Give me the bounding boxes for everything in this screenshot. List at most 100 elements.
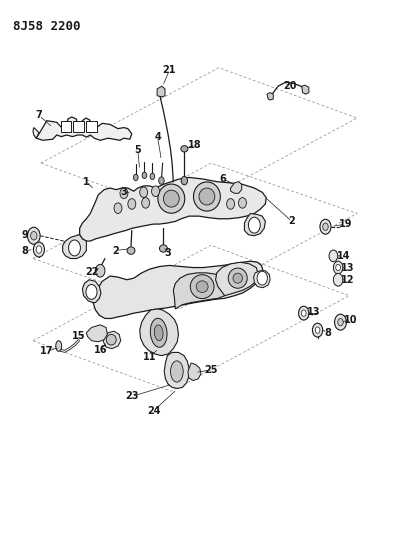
Circle shape bbox=[336, 264, 341, 271]
Text: 15: 15 bbox=[72, 332, 85, 342]
Ellipse shape bbox=[127, 247, 135, 254]
Circle shape bbox=[335, 314, 346, 330]
Text: 21: 21 bbox=[163, 66, 176, 75]
Polygon shape bbox=[103, 331, 121, 349]
Circle shape bbox=[114, 203, 122, 214]
Polygon shape bbox=[60, 121, 71, 132]
Ellipse shape bbox=[228, 268, 247, 288]
Ellipse shape bbox=[158, 184, 185, 213]
Ellipse shape bbox=[160, 245, 168, 252]
Text: 8: 8 bbox=[21, 246, 29, 256]
Circle shape bbox=[334, 273, 343, 286]
Circle shape bbox=[36, 246, 42, 253]
Circle shape bbox=[150, 173, 155, 180]
Circle shape bbox=[323, 223, 328, 230]
Text: 20: 20 bbox=[283, 81, 297, 91]
Ellipse shape bbox=[164, 190, 179, 207]
Ellipse shape bbox=[106, 334, 116, 345]
Circle shape bbox=[120, 188, 128, 199]
Text: 7: 7 bbox=[35, 110, 42, 120]
Polygon shape bbox=[254, 271, 270, 288]
Circle shape bbox=[27, 227, 40, 244]
Circle shape bbox=[96, 264, 105, 277]
Text: 2: 2 bbox=[289, 216, 295, 227]
Text: 1: 1 bbox=[83, 176, 90, 187]
Circle shape bbox=[140, 187, 148, 198]
Circle shape bbox=[334, 261, 343, 274]
Text: 13: 13 bbox=[340, 263, 354, 272]
Circle shape bbox=[128, 199, 136, 209]
Text: 9: 9 bbox=[22, 230, 29, 240]
Text: 17: 17 bbox=[40, 346, 54, 357]
Polygon shape bbox=[62, 235, 86, 259]
Circle shape bbox=[320, 219, 331, 234]
Circle shape bbox=[298, 306, 309, 320]
Text: 5: 5 bbox=[135, 145, 141, 155]
Text: 12: 12 bbox=[340, 274, 354, 285]
Ellipse shape bbox=[181, 146, 188, 152]
Polygon shape bbox=[188, 363, 201, 381]
Ellipse shape bbox=[171, 361, 183, 382]
Text: 3: 3 bbox=[121, 187, 127, 197]
Circle shape bbox=[86, 285, 97, 300]
Polygon shape bbox=[157, 86, 165, 97]
Circle shape bbox=[142, 198, 150, 208]
Polygon shape bbox=[140, 309, 178, 356]
Circle shape bbox=[142, 172, 147, 179]
Circle shape bbox=[238, 198, 246, 208]
Circle shape bbox=[68, 240, 80, 256]
Text: 24: 24 bbox=[147, 406, 160, 416]
Polygon shape bbox=[302, 85, 309, 94]
Text: 2: 2 bbox=[113, 246, 119, 256]
Text: 18: 18 bbox=[188, 140, 202, 150]
Text: 6: 6 bbox=[219, 174, 226, 184]
Ellipse shape bbox=[56, 341, 62, 351]
Polygon shape bbox=[244, 214, 265, 236]
Ellipse shape bbox=[190, 274, 214, 298]
Text: 10: 10 bbox=[344, 314, 358, 325]
Text: 19: 19 bbox=[338, 219, 352, 229]
Polygon shape bbox=[267, 93, 273, 100]
Polygon shape bbox=[173, 273, 228, 309]
Polygon shape bbox=[86, 325, 107, 342]
Circle shape bbox=[315, 327, 320, 333]
Circle shape bbox=[31, 231, 37, 240]
Polygon shape bbox=[33, 127, 39, 138]
Text: 4: 4 bbox=[154, 132, 161, 142]
Polygon shape bbox=[93, 261, 263, 318]
Circle shape bbox=[301, 310, 306, 317]
Text: 14: 14 bbox=[336, 251, 350, 261]
Text: 25: 25 bbox=[204, 365, 218, 375]
Polygon shape bbox=[82, 280, 101, 303]
Circle shape bbox=[312, 323, 323, 337]
Text: 22: 22 bbox=[86, 267, 99, 277]
Circle shape bbox=[329, 250, 338, 262]
Circle shape bbox=[159, 177, 164, 184]
Circle shape bbox=[248, 217, 260, 233]
Text: 23: 23 bbox=[125, 391, 139, 401]
Polygon shape bbox=[86, 121, 97, 132]
Circle shape bbox=[33, 242, 45, 257]
Ellipse shape bbox=[193, 182, 220, 211]
Polygon shape bbox=[230, 182, 242, 193]
Text: 3: 3 bbox=[164, 248, 171, 259]
Text: 8: 8 bbox=[324, 328, 331, 338]
Text: 11: 11 bbox=[143, 352, 156, 361]
Ellipse shape bbox=[199, 188, 215, 205]
Ellipse shape bbox=[150, 318, 167, 348]
Circle shape bbox=[338, 318, 343, 326]
Polygon shape bbox=[164, 352, 189, 389]
Ellipse shape bbox=[233, 273, 242, 283]
Polygon shape bbox=[73, 121, 84, 132]
Polygon shape bbox=[80, 177, 266, 241]
Text: 8J58 2200: 8J58 2200 bbox=[13, 20, 81, 33]
Polygon shape bbox=[216, 262, 258, 296]
Polygon shape bbox=[36, 117, 132, 140]
Ellipse shape bbox=[196, 281, 208, 293]
Text: 13: 13 bbox=[307, 306, 320, 317]
Circle shape bbox=[181, 176, 187, 185]
Circle shape bbox=[133, 174, 138, 181]
Ellipse shape bbox=[154, 325, 163, 341]
Circle shape bbox=[227, 199, 234, 209]
Text: 16: 16 bbox=[94, 345, 107, 356]
